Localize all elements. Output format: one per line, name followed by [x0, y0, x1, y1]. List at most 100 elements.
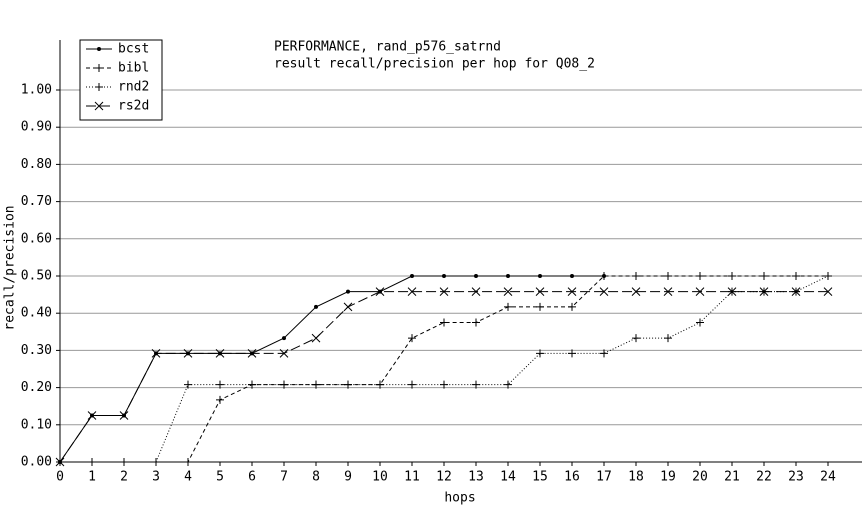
- marker-stroke: [599, 287, 609, 296]
- marker: [280, 380, 288, 389]
- y-tick-label: 0.30: [21, 343, 52, 358]
- marker: [664, 272, 672, 280]
- x-tick-label: 12: [436, 470, 452, 485]
- marker: [663, 287, 673, 296]
- marker: [376, 380, 384, 389]
- marker: [247, 349, 257, 358]
- marker: [570, 274, 574, 278]
- marker: [97, 47, 101, 51]
- x-tick-label: 10: [372, 470, 388, 485]
- x-tick-label: 13: [468, 470, 484, 485]
- x-tick-label: 2: [120, 470, 128, 485]
- marker: [87, 411, 97, 420]
- marker: [343, 302, 353, 312]
- marker: [728, 272, 736, 280]
- y-tick-label: 0.50: [21, 269, 52, 284]
- x-tick-label: 22: [756, 470, 772, 485]
- marker-stroke: [791, 287, 801, 296]
- legend-box: [79, 39, 163, 121]
- marker: [119, 411, 129, 420]
- marker: [632, 334, 640, 343]
- legend-label: bibl: [118, 61, 149, 76]
- marker-dot: [506, 274, 510, 278]
- marker-stroke: [279, 349, 289, 358]
- marker-stroke: [407, 287, 417, 296]
- marker: [504, 302, 512, 311]
- x-tick-label: 5: [216, 470, 224, 485]
- marker: [95, 83, 103, 91]
- marker: [824, 272, 832, 280]
- y-tick-label: 1.00: [21, 83, 52, 98]
- y-tick-label: 0.40: [21, 306, 52, 321]
- marker-stroke: [567, 287, 577, 296]
- x-tick-label: 4: [184, 470, 192, 485]
- marker-stroke: [247, 349, 257, 358]
- legend-label: bcst: [118, 42, 149, 57]
- marker: [375, 287, 385, 296]
- marker: [94, 101, 104, 111]
- marker-stroke: [823, 287, 833, 296]
- marker: [279, 349, 289, 358]
- y-tick-label: 0.20: [21, 380, 52, 395]
- marker-stroke: [119, 411, 129, 420]
- marker-stroke: [471, 287, 481, 296]
- y-tick-label: 0.80: [21, 157, 52, 172]
- marker: [184, 458, 192, 466]
- marker: [184, 380, 192, 389]
- marker: [504, 380, 512, 389]
- marker-stroke: [183, 349, 193, 358]
- x-tick-label: 11: [404, 470, 420, 485]
- marker: [151, 349, 161, 358]
- marker: [442, 274, 446, 278]
- x-tick-label: 9: [344, 470, 352, 485]
- marker-stroke: [375, 287, 385, 296]
- x-tick-label: 15: [532, 470, 548, 485]
- x-tick-label: 6: [248, 470, 256, 485]
- marker: [472, 380, 480, 389]
- marker: [696, 272, 704, 280]
- marker: [536, 302, 544, 311]
- marker-dot: [346, 289, 350, 294]
- marker-dot: [410, 274, 414, 278]
- marker: [823, 287, 833, 296]
- series-line: [59, 275, 604, 463]
- marker: [410, 274, 414, 278]
- marker: [600, 349, 608, 358]
- marker-stroke: [727, 287, 737, 296]
- x-axis-label: hops: [444, 491, 475, 506]
- marker-dot: [97, 47, 101, 51]
- x-tick-label: 18: [628, 470, 644, 485]
- x-tick-label: 3: [152, 470, 160, 485]
- marker: [152, 458, 160, 466]
- marker-dot: [474, 274, 478, 278]
- marker: [568, 302, 576, 311]
- marker-stroke: [94, 101, 104, 111]
- marker-stroke: [215, 349, 225, 358]
- marker: [472, 318, 480, 327]
- marker-stroke: [759, 287, 769, 296]
- marker: [440, 318, 448, 327]
- marker: [503, 287, 513, 296]
- marker: [600, 272, 608, 280]
- y-tick-label: 0.90: [21, 120, 52, 135]
- marker: [439, 287, 449, 296]
- series-line: [60, 275, 828, 463]
- marker: [727, 287, 737, 296]
- marker: [792, 272, 800, 280]
- series-line: [60, 275, 829, 463]
- x-tick-label: 0: [56, 470, 64, 485]
- x-tick-label: 16: [564, 470, 580, 485]
- marker: [536, 349, 544, 358]
- marker-dot: [570, 274, 574, 278]
- marker: [215, 349, 225, 358]
- x-tick-label: 17: [596, 470, 612, 485]
- marker-stroke: [151, 349, 161, 358]
- marker: [248, 380, 256, 389]
- marker: [120, 458, 128, 466]
- marker-stroke: [535, 287, 545, 296]
- marker: [538, 274, 542, 278]
- marker: [535, 287, 545, 296]
- x-tick-label: 19: [660, 470, 676, 485]
- x-tick-label: 24: [820, 470, 836, 485]
